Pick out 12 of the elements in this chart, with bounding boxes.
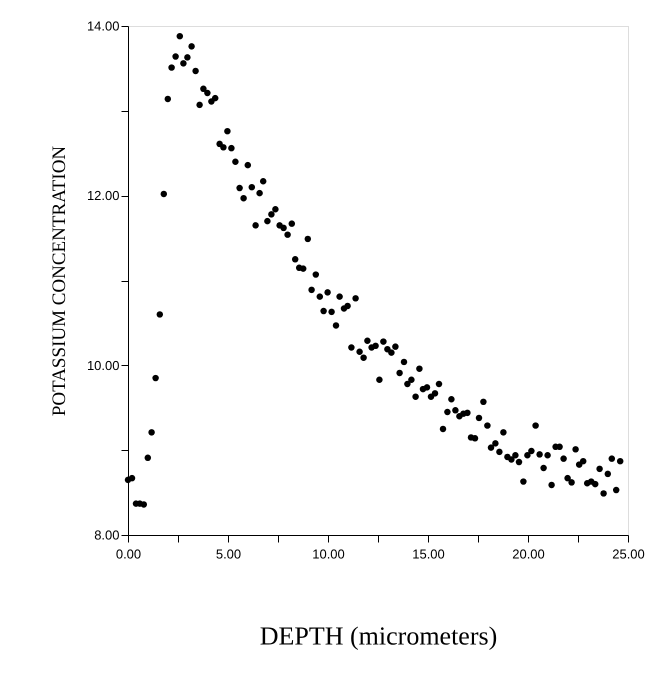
- y-tick-label: 12.00: [86, 188, 120, 204]
- y-tick-label: 8.00: [94, 528, 120, 542]
- x-tick-label: 20.00: [512, 546, 545, 562]
- x-tick-label: 5.00: [216, 546, 242, 562]
- y-axis-title: POTASSIUM CONCENTRATION: [48, 146, 70, 416]
- x-tick-label: 15.00: [412, 546, 445, 562]
- y-tick-label: 10.00: [86, 358, 120, 373]
- x-tick-label: 10.00: [312, 546, 345, 562]
- x-tick-label: 25.00: [612, 546, 645, 562]
- x-axis-title: DEPTH (micrometers): [260, 622, 498, 650]
- y-tick-label: 14.00: [86, 18, 120, 34]
- x-tick-label: 0.00: [116, 546, 142, 562]
